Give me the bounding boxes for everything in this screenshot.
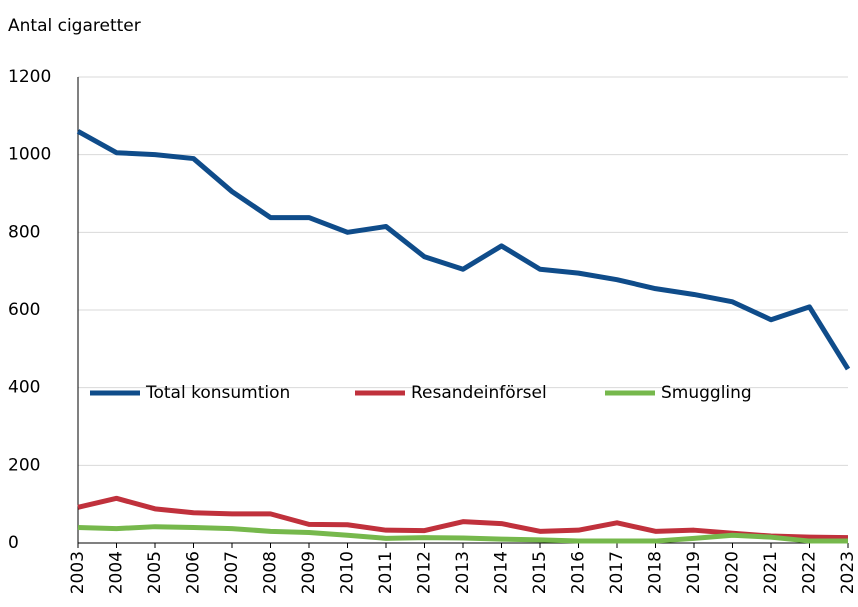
line-series — [76, 129, 851, 371]
y-tick-label: 200 — [8, 455, 40, 475]
x-tick-label: 2021 — [761, 551, 781, 594]
x-tick-label: 2007 — [222, 551, 242, 594]
x-tick-label: 2012 — [415, 551, 435, 594]
x-tick-label: 2013 — [453, 551, 473, 594]
y-tick-label: 600 — [8, 300, 40, 320]
x-tick-label: 2006 — [184, 551, 204, 594]
y-tick-label: 0 — [8, 533, 19, 553]
x-tick-label: 2018 — [646, 551, 666, 594]
legend-label: Total konsumtion — [145, 383, 290, 403]
y-axis-title: Antal cigaretter — [8, 16, 141, 36]
x-tick-label: 2010 — [338, 551, 358, 594]
x-tick-label: 2022 — [800, 551, 820, 594]
x-tick-label: 2005 — [145, 551, 165, 594]
x-tick-label: 2017 — [607, 551, 627, 594]
x-tick-label: 2014 — [492, 551, 512, 594]
x-tick-label: 2003 — [68, 551, 88, 594]
line-series — [77, 524, 848, 544]
y-tick-label: 1200 — [8, 67, 51, 87]
x-tick-label: 2023 — [838, 551, 858, 594]
y-tick-label: 800 — [8, 222, 40, 242]
x-tick-label: 2004 — [107, 551, 127, 594]
legend-label: Resandeinförsel — [411, 383, 547, 403]
x-tick-label: 2016 — [569, 551, 589, 594]
x-tick-label: 2011 — [376, 551, 396, 594]
y-tick-label: 1000 — [8, 145, 51, 165]
x-tick-label: 2015 — [530, 551, 550, 594]
x-tick-label: 2019 — [684, 551, 704, 594]
y-tick-label: 400 — [8, 378, 40, 398]
x-tick-label: 2009 — [299, 551, 319, 594]
line-series — [77, 495, 849, 541]
x-tick-label: 2020 — [723, 551, 743, 594]
legend-label: Smuggling — [661, 383, 752, 403]
x-tick-label: 2008 — [261, 551, 281, 594]
